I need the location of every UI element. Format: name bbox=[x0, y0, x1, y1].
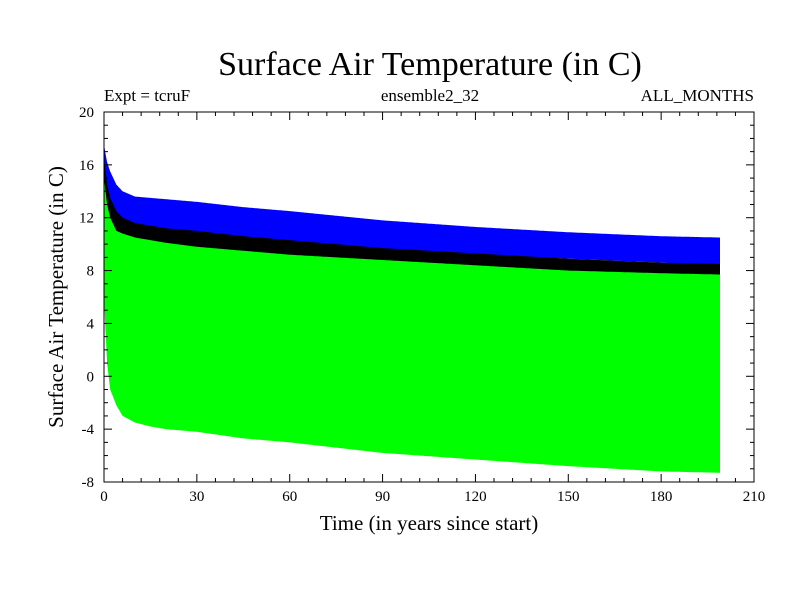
y-tick-label: 4 bbox=[87, 316, 95, 332]
x-tick-label: 90 bbox=[375, 489, 390, 505]
plot-area bbox=[104, 145, 720, 473]
experiment-label: Expt = tcruF bbox=[104, 86, 190, 105]
y-axis-label: Surface Air Temperature (in C) bbox=[44, 166, 68, 428]
y-tick-label: 16 bbox=[79, 158, 95, 174]
x-tick-label: 180 bbox=[650, 489, 673, 505]
series-blue-envelope bbox=[104, 145, 720, 266]
x-tick-label: 210 bbox=[743, 489, 766, 505]
y-tick-label: 8 bbox=[87, 264, 95, 280]
x-tick-label: 60 bbox=[282, 489, 297, 505]
series-green-envelope bbox=[104, 178, 720, 473]
y-tick-label: -4 bbox=[82, 422, 95, 438]
months-label: ALL_MONTHS bbox=[641, 86, 754, 105]
x-tick-label: 0 bbox=[100, 489, 108, 505]
x-tick-label: 120 bbox=[464, 489, 487, 505]
axes: 0 30 60 90 120 150 180 210 -8 -4 0 4 8 12 16 20 bbox=[79, 105, 765, 505]
x-tick-label: 30 bbox=[189, 489, 204, 505]
x-axis-label: Time (in years since start) bbox=[320, 511, 539, 535]
x-tick-label: 150 bbox=[557, 489, 580, 505]
y-tick-label: 0 bbox=[87, 369, 95, 385]
chart-title: Surface Air Temperature (in C) bbox=[218, 46, 642, 83]
y-tick-label: 20 bbox=[79, 105, 94, 121]
y-tick-label: 12 bbox=[79, 211, 94, 227]
y-tick-label: -8 bbox=[82, 475, 95, 491]
ensemble-label: ensemble2_32 bbox=[381, 86, 479, 105]
